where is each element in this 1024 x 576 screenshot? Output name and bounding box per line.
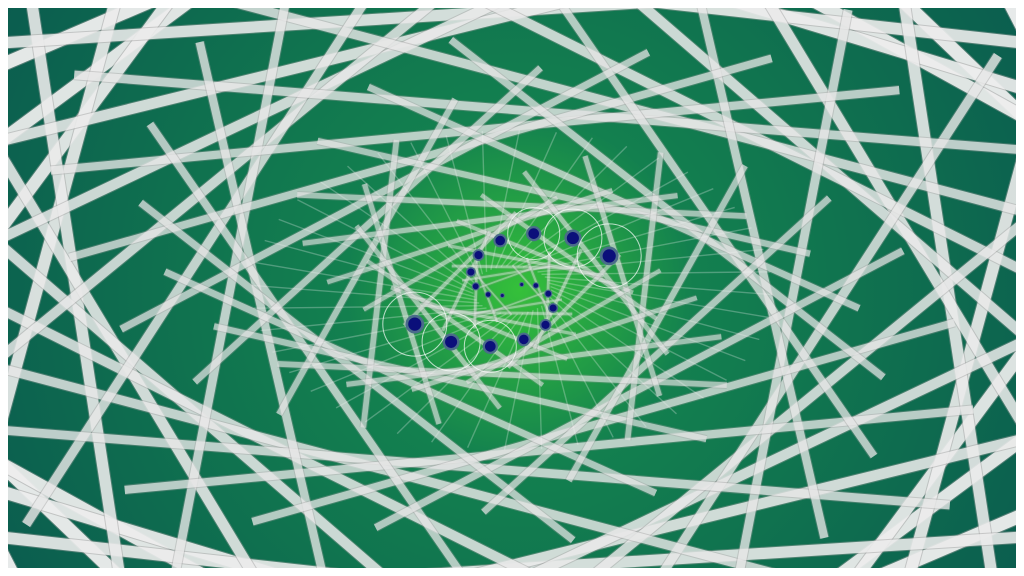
orb — [545, 290, 552, 297]
orb — [566, 231, 581, 246]
orb — [484, 340, 497, 353]
orb — [549, 304, 558, 313]
orb — [472, 283, 479, 290]
orb — [533, 283, 539, 289]
orb — [407, 316, 423, 332]
orb — [527, 227, 540, 240]
orb — [518, 334, 530, 346]
orb — [467, 268, 476, 277]
orb — [444, 335, 459, 350]
orb — [494, 235, 506, 247]
orb — [474, 250, 484, 260]
orb — [541, 320, 551, 330]
orb — [500, 294, 504, 298]
orb — [485, 292, 491, 298]
orb — [601, 248, 617, 264]
orb — [520, 283, 524, 287]
